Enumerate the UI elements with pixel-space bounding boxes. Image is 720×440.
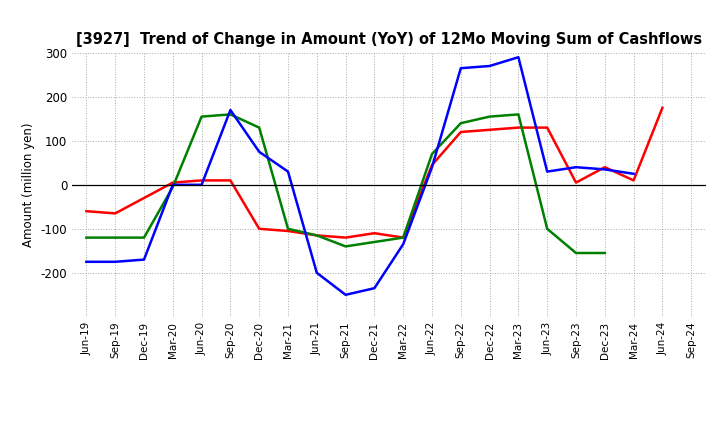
- Free Cashflow: [341, 292, 350, 297]
- Operating Cashflow: [658, 105, 667, 110]
- Operating Cashflow: [629, 178, 638, 183]
- Free Cashflow: [226, 107, 235, 113]
- Investing Cashflow: [543, 226, 552, 231]
- Investing Cashflow: [312, 233, 321, 238]
- Free Cashflow: [284, 169, 292, 174]
- Operating Cashflow: [428, 162, 436, 168]
- Operating Cashflow: [485, 127, 494, 132]
- Operating Cashflow: [312, 233, 321, 238]
- Operating Cashflow: [168, 180, 177, 185]
- Investing Cashflow: [197, 114, 206, 119]
- Investing Cashflow: [226, 112, 235, 117]
- Free Cashflow: [168, 182, 177, 187]
- Free Cashflow: [428, 165, 436, 170]
- Operating Cashflow: [111, 211, 120, 216]
- Operating Cashflow: [226, 178, 235, 183]
- Operating Cashflow: [399, 235, 408, 240]
- Free Cashflow: [312, 270, 321, 275]
- Operating Cashflow: [514, 125, 523, 130]
- Operating Cashflow: [82, 209, 91, 214]
- Operating Cashflow: [456, 129, 465, 135]
- Operating Cashflow: [600, 165, 609, 170]
- Investing Cashflow: [572, 250, 580, 256]
- Free Cashflow: [485, 63, 494, 69]
- Operating Cashflow: [341, 235, 350, 240]
- Free Cashflow: [399, 242, 408, 247]
- Investing Cashflow: [82, 235, 91, 240]
- Investing Cashflow: [370, 239, 379, 245]
- Line: Operating Cashflow: Operating Cashflow: [86, 108, 662, 238]
- Free Cashflow: [82, 259, 91, 264]
- Free Cashflow: [255, 149, 264, 154]
- Operating Cashflow: [572, 180, 580, 185]
- Free Cashflow: [370, 286, 379, 291]
- Operating Cashflow: [284, 228, 292, 234]
- Operating Cashflow: [543, 125, 552, 130]
- Investing Cashflow: [600, 250, 609, 256]
- Investing Cashflow: [485, 114, 494, 119]
- Free Cashflow: [629, 171, 638, 176]
- Free Cashflow: [543, 169, 552, 174]
- Investing Cashflow: [140, 235, 148, 240]
- Operating Cashflow: [370, 231, 379, 236]
- Free Cashflow: [572, 165, 580, 170]
- Free Cashflow: [600, 167, 609, 172]
- Line: Free Cashflow: Free Cashflow: [86, 57, 634, 295]
- Y-axis label: Amount (million yen): Amount (million yen): [22, 123, 35, 247]
- Investing Cashflow: [399, 235, 408, 240]
- Investing Cashflow: [284, 226, 292, 231]
- Title: [3927]  Trend of Change in Amount (YoY) of 12Mo Moving Sum of Cashflows: [3927] Trend of Change in Amount (YoY) o…: [76, 33, 702, 48]
- Line: Investing Cashflow: Investing Cashflow: [86, 114, 605, 253]
- Operating Cashflow: [140, 195, 148, 201]
- Free Cashflow: [456, 66, 465, 71]
- Free Cashflow: [514, 55, 523, 60]
- Operating Cashflow: [255, 226, 264, 231]
- Free Cashflow: [197, 182, 206, 187]
- Operating Cashflow: [197, 178, 206, 183]
- Free Cashflow: [111, 259, 120, 264]
- Free Cashflow: [140, 257, 148, 262]
- Investing Cashflow: [428, 151, 436, 157]
- Investing Cashflow: [456, 121, 465, 126]
- Investing Cashflow: [168, 184, 177, 190]
- Investing Cashflow: [341, 244, 350, 249]
- Investing Cashflow: [255, 125, 264, 130]
- Investing Cashflow: [111, 235, 120, 240]
- Investing Cashflow: [514, 112, 523, 117]
